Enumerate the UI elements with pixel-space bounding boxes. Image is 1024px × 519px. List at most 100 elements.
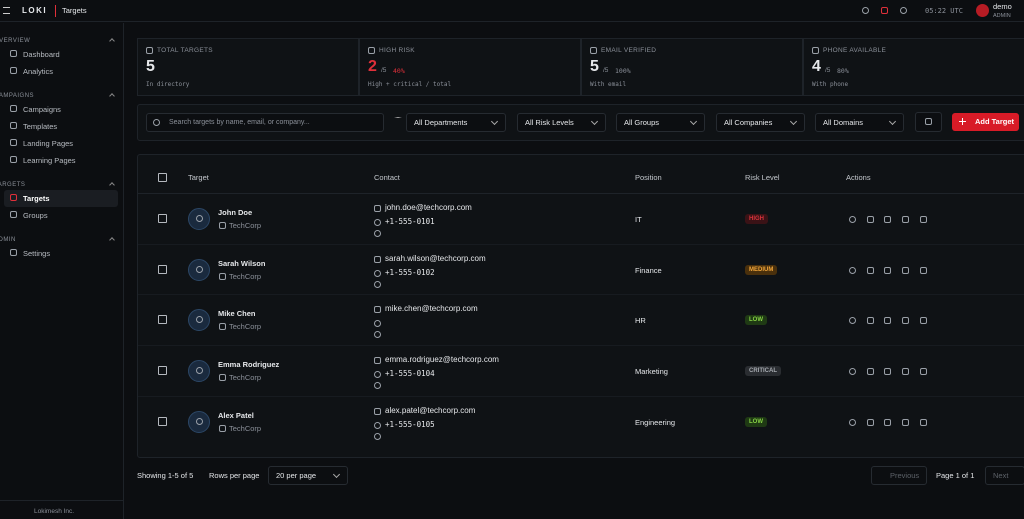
- row-action[interactable]: [920, 266, 927, 274]
- icon: [219, 323, 226, 331]
- icon: [374, 280, 381, 288]
- stat-percent: 80%: [837, 67, 849, 75]
- row-action[interactable]: [867, 266, 874, 274]
- filter-icon: [394, 117, 402, 125]
- row-checkbox[interactable]: [158, 214, 167, 223]
- position: Engineering: [635, 417, 676, 427]
- row-action[interactable]: [849, 266, 856, 274]
- risk-badge: LOW: [745, 416, 767, 427]
- nav-item[interactable]: Learning Pages: [23, 156, 76, 165]
- stat-value: 2: [368, 58, 377, 75]
- email: sarah.wilson@techcorp.com: [385, 253, 486, 263]
- export-button[interactable]: [915, 112, 942, 132]
- target-name: Alex Patel: [218, 410, 254, 420]
- row-action[interactable]: [849, 368, 856, 376]
- position: HR: [635, 316, 646, 326]
- row-action[interactable]: [920, 368, 927, 376]
- row-action[interactable]: [867, 216, 874, 223]
- phone: +1-555-0105: [385, 419, 435, 429]
- row-action[interactable]: [902, 317, 909, 325]
- add-button[interactable]: Add Target: [952, 113, 1019, 131]
- filter-dropdown[interactable]: All Companies: [716, 113, 805, 132]
- user-role: ADMIN: [993, 13, 1011, 19]
- row-checkbox[interactable]: [158, 315, 167, 325]
- row-action[interactable]: [920, 216, 927, 223]
- previous-button[interactable]: Previous: [871, 466, 927, 485]
- chevron: [689, 117, 698, 126]
- header-divider: [138, 193, 1024, 194]
- stat-label: EMAIL VERIFIED: [601, 47, 657, 54]
- email: emma.rodriguez@techcorp.com: [385, 355, 499, 365]
- nav-item[interactable]: Analytics: [23, 67, 54, 76]
- filter-dropdown[interactable]: All Domains: [815, 113, 904, 132]
- stat-label: HIGH RISK: [379, 47, 415, 54]
- filter-dropdown[interactable]: All Groups: [616, 113, 705, 132]
- stat-note: In directory: [146, 81, 190, 88]
- row-checkbox[interactable]: [158, 366, 167, 376]
- stat-value: 4: [812, 58, 821, 75]
- icon: [590, 47, 597, 54]
- filter-dropdown[interactable]: All Risk Levels: [517, 113, 606, 132]
- icon: [862, 7, 869, 14]
- stat-card: [581, 38, 803, 96]
- row-action[interactable]: [920, 317, 927, 325]
- user-avatar[interactable]: [976, 4, 989, 17]
- row-action[interactable]: [884, 266, 891, 274]
- risk-badge: MEDIUM: [745, 264, 778, 275]
- chevron: [490, 117, 499, 126]
- row-action[interactable]: [884, 317, 891, 325]
- row-action[interactable]: [884, 216, 891, 223]
- nav-item[interactable]: Dashboard: [23, 50, 60, 59]
- row-action[interactable]: [902, 266, 909, 274]
- nav-item[interactable]: Settings: [23, 249, 51, 258]
- icon: [196, 265, 203, 273]
- phone: +1-555-0104: [385, 369, 435, 379]
- stat-note: With phone: [812, 81, 849, 88]
- row-action[interactable]: [849, 317, 856, 325]
- header-checkbox[interactable]: [158, 173, 167, 182]
- stat-value: 5: [590, 58, 599, 75]
- nav-item[interactable]: Groups: [23, 211, 48, 220]
- row-divider: [138, 395, 1024, 397]
- row-action[interactable]: [920, 418, 927, 426]
- icon: [219, 374, 226, 382]
- row-action[interactable]: [902, 368, 909, 376]
- menu-button[interactable]: [3, 7, 10, 14]
- nav-item[interactable]: Targets: [23, 194, 50, 203]
- rows-select[interactable]: 20 per page: [268, 466, 348, 485]
- phone: +1-555-0102: [385, 267, 435, 277]
- nav-item[interactable]: Templates: [23, 122, 58, 131]
- row-action[interactable]: [849, 216, 856, 223]
- icon: [219, 272, 226, 280]
- row-action[interactable]: [867, 317, 874, 325]
- section-title: CAMPAIGNS: [0, 93, 35, 99]
- column-header: Risk Level: [745, 173, 780, 182]
- icon: [196, 367, 203, 375]
- row-action[interactable]: [849, 418, 856, 426]
- row-checkbox[interactable]: [158, 264, 167, 274]
- row-action[interactable]: [867, 368, 874, 376]
- stat-label: PHONE AVAILABLE: [823, 47, 887, 54]
- search-input[interactable]: Search targets by name, email, or compan…: [146, 113, 384, 132]
- brand-divider: [55, 5, 56, 17]
- next-button[interactable]: Next: [985, 466, 1024, 485]
- icon: [196, 316, 203, 324]
- icon: [374, 230, 381, 237]
- nav-item[interactable]: Campaigns: [23, 105, 61, 114]
- row-action[interactable]: [884, 368, 891, 376]
- row-action[interactable]: [867, 418, 874, 426]
- row-checkbox[interactable]: [158, 416, 167, 426]
- sidebar-footer: Lokimesh Inc.: [34, 508, 75, 515]
- row-divider: [138, 345, 1024, 347]
- section-title: OVERVIEW: [0, 38, 31, 44]
- filter-dropdown[interactable]: All Departments: [406, 113, 506, 132]
- rows-label: Rows per page: [209, 471, 260, 480]
- email: john.doe@techcorp.com: [385, 203, 472, 212]
- nav-item[interactable]: Landing Pages: [23, 139, 74, 148]
- icon: [374, 382, 381, 390]
- icon: [10, 194, 17, 201]
- row-action[interactable]: [902, 216, 909, 223]
- target-company: TechCorp: [229, 423, 262, 433]
- row-action[interactable]: [884, 418, 891, 426]
- row-action[interactable]: [902, 418, 909, 426]
